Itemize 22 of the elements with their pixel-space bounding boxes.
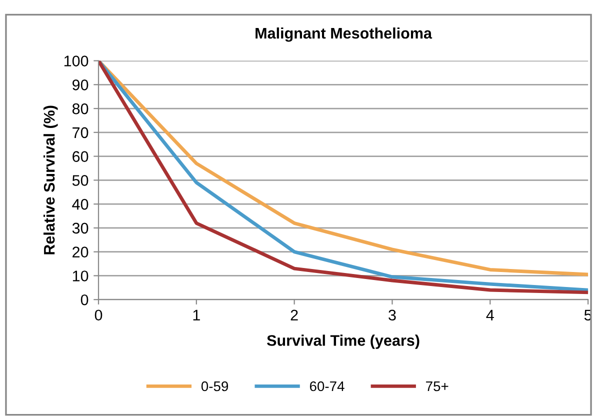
- x-axis-title: Survival Time (years): [267, 334, 420, 349]
- y-tick-label: 20: [72, 246, 88, 258]
- legend-label: 0-59: [201, 381, 228, 392]
- x-tick-label: 0: [94, 310, 102, 321]
- y-tick-label: 10: [72, 270, 88, 282]
- legend-label: 75+: [426, 381, 448, 392]
- y-tick-label: 40: [72, 198, 88, 210]
- y-tick-label: 100: [64, 56, 88, 66]
- y-tick-label: 0: [80, 294, 88, 306]
- x-tick-label: 4: [486, 310, 494, 320]
- x-tick-label: 1: [193, 310, 200, 320]
- y-axis-title: Relative Survival (%): [44, 106, 58, 254]
- chart-title: Malignant Mesothelioma: [256, 27, 432, 42]
- legend-label: 60-74: [310, 381, 344, 392]
- x-tick-label: 2: [290, 310, 298, 320]
- y-tick-label: 70: [72, 127, 88, 138]
- y-tick-label: 30: [72, 222, 88, 234]
- y-tick-label: 60: [72, 151, 88, 162]
- y-tick-label: 80: [72, 103, 88, 114]
- x-tick-label: 3: [388, 310, 396, 321]
- y-tick-label: 90: [72, 80, 88, 90]
- y-tick-label: 50: [72, 175, 88, 186]
